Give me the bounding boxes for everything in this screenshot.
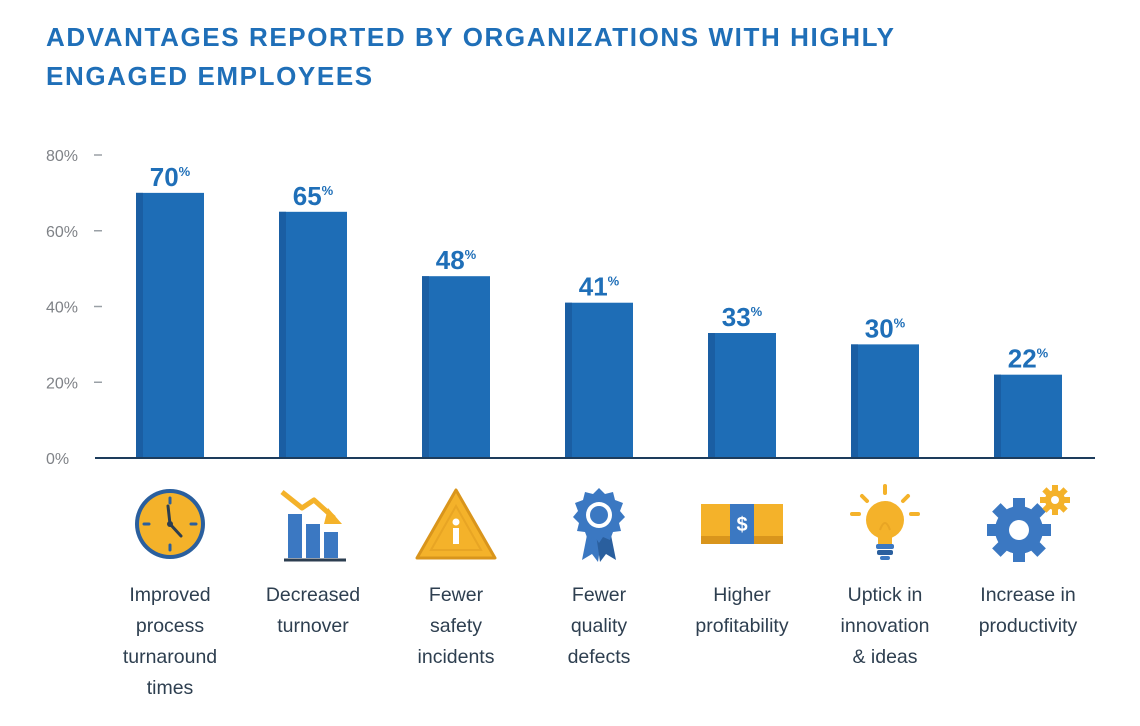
x-category-label-line: Fewer (571, 584, 627, 606)
declining-bar-chart-icon (268, 484, 358, 564)
dollar-bill-icon: $ (697, 484, 787, 564)
bar-value-label: 22% (1008, 344, 1049, 374)
y-tick-label: 40% (46, 300, 78, 317)
x-category-label-line: innovation (840, 615, 930, 637)
x-category-label-line: process (135, 615, 205, 637)
award-ribbon-icon (554, 484, 644, 564)
bar-edge (136, 192, 143, 458)
x-category-label: Decreased turnover (243, 580, 383, 642)
chart-title: ADVANTAGES REPORTED BY ORGANIZATIONS WIT… (46, 18, 1046, 96)
x-category-label-line: turnaround (122, 646, 218, 668)
bar-edge (994, 374, 1001, 458)
x-category-label-line: Fewer (428, 584, 484, 606)
x-category-label-line: Improved (129, 584, 211, 606)
x-category-label-line: & ideas (852, 646, 918, 668)
bar-value-label: 30% (865, 313, 906, 343)
x-category-label-line: quality (570, 615, 628, 637)
chart-title-line-1: ADVANTAGES REPORTED BY ORGANIZATIONS WIT… (46, 22, 896, 52)
bar-value-label: 70% (150, 162, 191, 192)
x-category-label-line: defects (567, 646, 631, 668)
bar-value-label: 41% (579, 272, 620, 302)
chart-title-line-2: ENGAGED EMPLOYEES (46, 61, 374, 91)
y-tick-label: 60% (46, 224, 78, 241)
bar-edge (422, 276, 429, 458)
x-category-label-line: times (146, 677, 194, 699)
bar (994, 374, 1062, 458)
y-tick-label: 0% (46, 451, 69, 468)
bar-value-label: 48% (436, 245, 477, 275)
x-category-label-line: profitability (695, 615, 789, 637)
y-tick-label: 80% (46, 148, 78, 165)
bar (422, 276, 490, 458)
y-tick-label: 20% (46, 375, 78, 392)
bar-value-label: 33% (722, 302, 763, 332)
x-category-label: Higher profitability (672, 580, 812, 642)
x-category-label: Fewer safety incidents (386, 580, 526, 673)
x-category-label-line: Higher (713, 584, 771, 606)
x-category-label-line: Decreased (265, 584, 361, 606)
x-category-label: Uptick in innovation & ideas (815, 580, 955, 673)
lightbulb-icon (840, 484, 930, 564)
x-category-label-line: turnover (277, 615, 349, 637)
bar (136, 192, 204, 458)
bar (565, 302, 633, 458)
bar-edge (708, 333, 715, 458)
x-category-label: Improved process turnaround times (100, 580, 240, 704)
x-category-label-line: Uptick in (847, 584, 923, 606)
x-category-label-line: Increase in (980, 584, 1076, 606)
x-category-label-line: incidents (417, 646, 495, 668)
clock-icon (125, 484, 215, 564)
bar (708, 333, 776, 458)
x-category-label: Fewer quality defects (529, 580, 669, 673)
x-category-label-line: safety (429, 615, 483, 637)
warning-triangle-icon (411, 484, 501, 564)
x-category-label: Increase in productivity (958, 580, 1098, 642)
svg-text:$: $ (736, 514, 747, 536)
bar-edge (565, 302, 572, 458)
x-category-label-line: productivity (978, 615, 1078, 637)
bar-value-label: 65% (293, 181, 334, 211)
bar-edge (851, 344, 858, 458)
bar (279, 211, 347, 458)
bar-edge (279, 211, 286, 458)
gears-icon (983, 484, 1073, 564)
bar (851, 344, 919, 458)
